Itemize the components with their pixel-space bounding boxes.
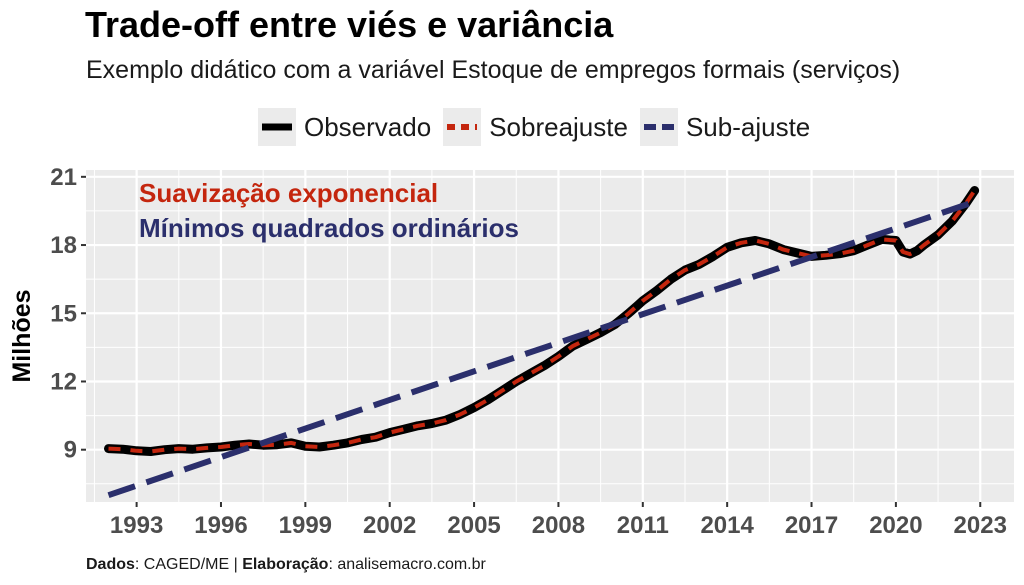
caption-dados-label: Dados — [86, 556, 135, 573]
y-tick-label: 12 — [50, 368, 77, 395]
series-subajuste-line — [107, 198, 976, 499]
y-tick-label: 9 — [64, 437, 77, 464]
legend-key-sobreajuste — [443, 108, 482, 146]
legend: Observado Sobreajuste Sub-ajuste — [258, 108, 822, 146]
legend-label-subajuste: Sub-ajuste — [685, 111, 811, 142]
chart-subtitle: Exemplo didático com a variável Estoque … — [86, 56, 901, 84]
y-tick-label: 15 — [50, 300, 77, 327]
y-axis-label: Milhões — [8, 289, 36, 382]
caption-dados-value: : CAGED/ME | — [134, 556, 243, 573]
x-tick-label: 1993 — [110, 512, 163, 539]
legend-label-observado: Observado — [304, 111, 432, 142]
x-tick-label: 2023 — [954, 512, 1007, 539]
legend-item-observado: Observado — [258, 108, 431, 146]
series-sobreajuste-line — [108, 189, 977, 454]
series-layer — [104, 186, 980, 499]
x-tick-label: 1996 — [194, 512, 247, 539]
x-tick-label: 2005 — [447, 512, 500, 539]
caption-elab-value: : analisemacro.com.br — [328, 556, 486, 573]
annotation-mqo: Mínimos quadrados ordinários — [139, 213, 519, 243]
chart-title: Trade-off entre viés e variância — [85, 4, 614, 45]
legend-label-sobreajuste: Sobreajuste — [489, 111, 628, 142]
x-tick-label: 2002 — [363, 512, 416, 539]
y-tick-label: 21 — [50, 164, 77, 191]
axis-ticks — [81, 175, 982, 507]
x-tick-label: 2008 — [532, 512, 585, 539]
x-tick-label: 1999 — [279, 512, 332, 539]
legend-item-sobreajuste: Sobreajuste — [443, 108, 628, 146]
legend-key-subajuste — [639, 108, 678, 146]
legend-key-observado — [258, 108, 296, 146]
annotation-suavizacao: Suavização exponencial — [139, 178, 438, 208]
x-tick-label: 2014 — [700, 512, 754, 539]
x-tick-label: 2011 — [617, 512, 669, 539]
caption-elab-label: Elaboração — [242, 556, 329, 573]
x-tick-label: 2020 — [869, 512, 922, 539]
x-tick-label: 2017 — [785, 512, 838, 539]
y-tick-label: 18 — [50, 232, 77, 259]
caption: Dados: CAGED/ME | Elaboração: analisemac… — [86, 556, 486, 574]
tick-labels: 1993 1996 1999 2002 2005 2008 2011 2014 2017 2020… — [50, 164, 1007, 539]
legend-item-subajuste: Sub-ajuste — [639, 108, 811, 146]
